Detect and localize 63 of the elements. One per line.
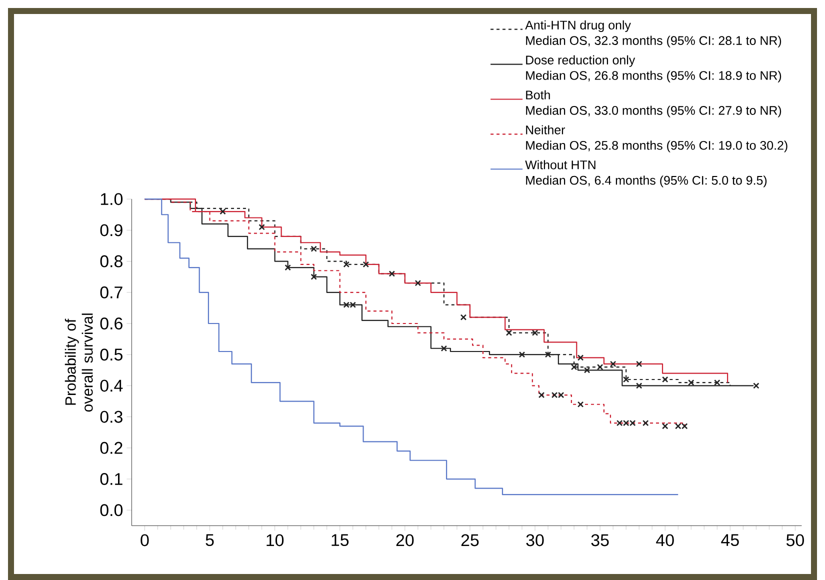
text: Median OS, 26.8 months (95% CI: 18.9 to NR) <box>526 70 782 82</box>
point <box>506 330 512 336</box>
point <box>388 270 396 277</box>
y-tick-label: 0.7 <box>100 286 122 298</box>
point <box>440 345 448 352</box>
text: Median OS, 6.4 months (95% CI: 5.0 to 9.5) <box>526 176 767 188</box>
point <box>220 208 226 215</box>
point <box>570 364 578 370</box>
y-tick-label: 0.1 <box>100 473 122 486</box>
text: Median OS, 33.0 months (95% CI: 27.9 to NR) <box>526 106 782 118</box>
point <box>577 401 584 408</box>
point <box>610 360 616 368</box>
legend-label: Neither <box>526 125 566 134</box>
x-tick-label: 10 <box>266 534 284 546</box>
y-tick-label: 0.5 <box>100 348 122 361</box>
point <box>636 382 642 389</box>
point <box>414 280 422 286</box>
y-tick-label: 0.9 <box>100 224 122 236</box>
point <box>714 379 720 386</box>
legend-label: Without HTN <box>525 160 596 170</box>
x-tick-label: 35 <box>591 534 609 546</box>
point <box>310 246 317 252</box>
point <box>258 224 265 230</box>
point <box>544 351 552 358</box>
point <box>518 351 526 358</box>
x-tick-label: 25 <box>461 534 479 546</box>
point <box>688 379 694 386</box>
point <box>577 354 584 361</box>
point <box>596 364 604 370</box>
point <box>362 261 370 268</box>
x-tick-label: 50 <box>786 534 804 546</box>
y-tick-label: 0.6 <box>100 318 122 330</box>
y-axis-title: Probability of overall survival <box>64 314 93 412</box>
x-tick-label: 5 <box>206 534 214 546</box>
y-tick-label: 0.8 <box>100 255 122 268</box>
y-tick-label: 1.0 <box>100 193 123 206</box>
point <box>343 261 350 268</box>
point <box>636 360 642 368</box>
point <box>460 314 467 320</box>
point <box>532 330 538 336</box>
y-tick-label: 0.3 <box>100 410 122 423</box>
y-tick-label: 0.4 <box>100 380 123 392</box>
legend-label: Dose reduction only <box>526 55 636 67</box>
text: Median OS, 25.8 months (95% CI: 19.0 to 30.2) <box>526 140 788 152</box>
point <box>310 274 317 280</box>
y-tick-label: 0.2 <box>100 442 122 454</box>
y-tick-label: 0.0 <box>100 504 123 516</box>
point <box>538 392 545 398</box>
point <box>622 376 630 383</box>
x-tick-label: 0 <box>140 534 149 546</box>
x-tick-label: 40 <box>656 534 674 546</box>
x-tick-label: 20 <box>396 534 414 546</box>
x-tick-label: 30 <box>526 534 544 546</box>
legend-label: Both <box>526 90 550 100</box>
x-tick-label: 45 <box>721 534 739 546</box>
legend-label: Anti-HTN drug only <box>525 20 631 32</box>
point <box>584 367 590 374</box>
point <box>642 420 649 426</box>
point <box>662 376 668 383</box>
text: Median OS, 32.3 months (95% CI: 28.1 to NR) <box>526 36 782 48</box>
point <box>284 264 291 271</box>
point <box>662 423 668 430</box>
x-tick-label: 15 <box>332 534 349 546</box>
